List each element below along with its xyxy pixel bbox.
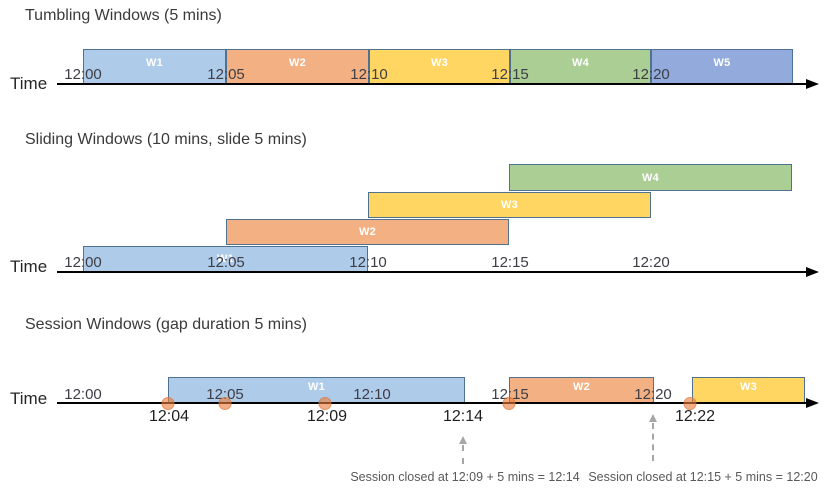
window-label: W3 xyxy=(739,381,758,393)
time-axis-label: Time xyxy=(10,389,48,408)
tick-label: 12:20 xyxy=(634,386,672,403)
window-label: W1 xyxy=(145,57,164,69)
time-axis xyxy=(57,271,810,273)
tick-label: 12:05 xyxy=(207,254,245,271)
window-label: W1 xyxy=(307,381,326,393)
event-dot xyxy=(218,397,232,410)
tumbling-window-w2: W2 xyxy=(226,49,369,84)
sliding-section-title: Sliding Windows (10 mins, slide 5 mins) xyxy=(25,131,307,148)
window-label: W4 xyxy=(571,57,590,69)
window-label: W1 xyxy=(216,253,235,265)
tick-label: 12:00 xyxy=(64,386,102,403)
callout-arrow-line xyxy=(652,423,654,461)
event-time-label: 12:14 xyxy=(442,408,484,425)
event-dot xyxy=(683,397,697,410)
session-section-title: Session Windows (gap duration 5 mins) xyxy=(25,316,307,333)
tick-label: 12:15 xyxy=(491,66,529,83)
axis-arrow-icon xyxy=(806,398,819,408)
tumbling-window-w5: W5 xyxy=(651,49,793,84)
tick-label: 12:10 xyxy=(349,254,387,271)
tick-label: 12:20 xyxy=(632,66,670,83)
time-axis-label: Time xyxy=(10,74,48,93)
event-dot xyxy=(161,397,175,410)
window-label: W3 xyxy=(430,57,449,69)
sliding-window-w4: W4 xyxy=(509,164,792,191)
window-label: W3 xyxy=(500,199,519,211)
session-close-annotation: Session closed at 12:15 + 5 mins = 12:20 xyxy=(588,470,818,484)
tick-label: 12:10 xyxy=(353,386,391,403)
time-axis xyxy=(57,83,810,85)
tick-label: 12:05 xyxy=(207,66,245,83)
tick-label: 12:00 xyxy=(64,254,102,271)
callout-arrow-icon xyxy=(459,436,467,444)
sliding-window-w2: W2 xyxy=(226,219,509,245)
window-label: W2 xyxy=(572,381,591,393)
session-window-w2: W2 xyxy=(509,377,654,403)
tumbling-window-w1: W1 xyxy=(83,49,226,84)
tumbling-window-w3: W3 xyxy=(369,49,510,84)
tick-label: 12:15 xyxy=(491,254,529,271)
axis-arrow-icon xyxy=(806,79,819,89)
tumbling-window-w4: W4 xyxy=(510,49,651,84)
tumbling-section-title: Tumbling Windows (5 mins) xyxy=(25,7,222,24)
tick-label: 12:10 xyxy=(350,66,388,83)
event-dot xyxy=(318,397,332,410)
event-time-label: 12:22 xyxy=(674,408,716,425)
axis-arrow-icon xyxy=(806,267,819,277)
event-time-label: 12:04 xyxy=(148,408,190,425)
sliding-window-w3: W3 xyxy=(368,192,651,218)
tick-label: 12:20 xyxy=(632,254,670,271)
time-axis xyxy=(57,402,810,404)
callout-arrow-line xyxy=(462,445,464,464)
session-window-w3: W3 xyxy=(692,377,805,403)
event-time-label: 12:09 xyxy=(306,408,348,425)
window-label: W2 xyxy=(358,226,377,238)
session-window-w1: W1 xyxy=(168,377,465,403)
time-axis-label: Time xyxy=(10,257,48,276)
window-label: W5 xyxy=(713,57,731,69)
window-label: W2 xyxy=(288,57,307,69)
window-label: W4 xyxy=(641,171,660,184)
event-dot xyxy=(502,397,516,410)
tick-label: 12:15 xyxy=(491,386,529,403)
tick-label: 12:00 xyxy=(64,66,102,83)
session-close-annotation: Session closed at 12:09 + 5 mins = 12:14 xyxy=(350,470,580,484)
callout-arrow-icon xyxy=(649,414,657,422)
tick-label: 12:05 xyxy=(206,386,244,403)
